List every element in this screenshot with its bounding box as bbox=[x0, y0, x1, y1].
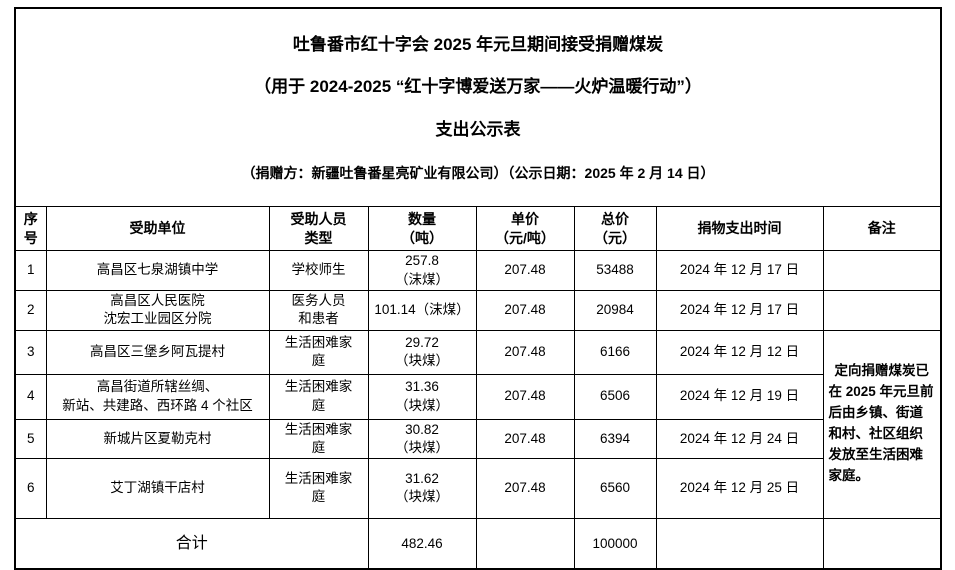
cell-no: 3 bbox=[14, 329, 47, 375]
col-header-note: 备注 bbox=[822, 206, 942, 252]
cell-unit: 高昌区七泉湖镇中学 bbox=[45, 250, 270, 292]
expense-disclosure-table: 吐鲁番市红十字会 2025 年元旦期间接受捐赠煤炭 （用于 2024-2025 … bbox=[14, 7, 943, 570]
cell-price: 207.48 bbox=[475, 418, 575, 459]
cell-date: 2024 年 12 月 24 日 bbox=[655, 418, 824, 459]
cell-price: 207.48 bbox=[475, 250, 575, 292]
col-header-price: 单价 （元/吨） bbox=[475, 206, 575, 252]
cell-type: 生活困难家 庭 bbox=[268, 418, 369, 459]
table-row: 5 新城片区夏勒克村 生活困难家 庭 30.82 （块煤） 207.48 639… bbox=[14, 418, 941, 459]
cell-unit: 新城片区夏勒克村 bbox=[45, 418, 270, 459]
cell-qty: 257.8 （沫煤） bbox=[367, 250, 477, 292]
cell-price: 207.48 bbox=[475, 290, 575, 331]
cell-date: 2024 年 12 月 17 日 bbox=[655, 250, 824, 292]
cell-price: 207.48 bbox=[475, 329, 575, 375]
summary-date bbox=[655, 517, 824, 570]
cell-unit: 艾丁湖镇干店村 bbox=[45, 457, 270, 519]
cell-price: 207.48 bbox=[475, 457, 575, 519]
cell-type: 医务人员 和患者 bbox=[268, 290, 369, 331]
cell-qty: 101.14（沫煤） bbox=[367, 290, 477, 331]
cell-date: 2024 年 12 月 17 日 bbox=[655, 290, 824, 331]
cell-note bbox=[822, 250, 942, 292]
cell-date: 2024 年 12 月 25 日 bbox=[655, 457, 824, 519]
table-row: 3 高昌区三堡乡阿瓦提村 生活困难家 庭 29.72 （块煤） 207.48 6… bbox=[14, 329, 942, 519]
col-header-total: 总价 （元） bbox=[573, 206, 657, 252]
disclosure-sheet: 吐鲁番市红十字会 2025 年元旦期间接受捐赠煤炭 （用于 2024-2025 … bbox=[14, 7, 943, 570]
cell-total: 6394 bbox=[573, 418, 657, 459]
doc-title-line2: （用于 2024-2025 “红十字博爱送万家——火炉温暖行动”） bbox=[254, 77, 702, 97]
table-row: 6 艾丁湖镇干店村 生活困难家 庭 31.62 （块煤） 207.48 6560… bbox=[14, 457, 941, 519]
summary-price bbox=[475, 517, 575, 570]
col-header-no: 序 号 bbox=[14, 206, 47, 252]
cell-qty: 29.72 （块煤） bbox=[367, 329, 477, 375]
cell-unit: 高昌区人民医院 沈宏工业园区分院 bbox=[45, 290, 270, 331]
table-row: 2 高昌区人民医院 沈宏工业园区分院 医务人员 和患者 101.14（沫煤） 2… bbox=[14, 290, 942, 331]
cell-unit: 高昌区三堡乡阿瓦提村 bbox=[45, 329, 270, 375]
cell-qty: 31.36 （块煤） bbox=[367, 373, 477, 420]
doc-title-line3: 支出公示表 bbox=[435, 119, 521, 139]
cell-total: 6506 bbox=[573, 373, 657, 420]
doc-title-line1: 吐鲁番市红十字会 2025 年元旦期间接受捐赠煤炭 bbox=[292, 35, 664, 55]
cell-note bbox=[822, 290, 942, 331]
cell-total: 6560 bbox=[573, 457, 657, 519]
cell-total: 53488 bbox=[573, 250, 657, 292]
cell-qty: 30.82 （块煤） bbox=[367, 418, 477, 459]
cell-type: 生活困难家 庭 bbox=[268, 329, 369, 375]
table-row: 4 高昌街道所辖丝绸、 新站、共建路、西环路 4 个社区 生活困难家 庭 31.… bbox=[14, 373, 941, 420]
cell-type: 生活困难家 庭 bbox=[268, 457, 369, 519]
cell-price: 207.48 bbox=[475, 373, 575, 420]
summary-label: 合计 bbox=[14, 517, 369, 570]
col-header-type: 受助人员 类型 bbox=[268, 206, 369, 252]
title-block: 吐鲁番市红十字会 2025 年元旦期间接受捐赠煤炭 （用于 2024-2025 … bbox=[14, 7, 942, 208]
cell-no: 4 bbox=[14, 373, 47, 420]
cell-no: 6 bbox=[14, 457, 47, 519]
col-header-date: 捐物支出时间 bbox=[655, 206, 824, 252]
summary-qty: 482.46 bbox=[367, 517, 477, 570]
cell-qty: 31.62 （块煤） bbox=[367, 457, 477, 519]
cell-type: 生活困难家 庭 bbox=[268, 373, 369, 420]
merged-remark-cell: 定向捐赠煤炭已在 2025 年元旦前后由乡镇、街道和村、社区组织发放至生活困难家… bbox=[822, 329, 942, 519]
cell-total: 6166 bbox=[573, 329, 657, 375]
cell-type: 学校师生 bbox=[268, 250, 369, 292]
summary-total: 100000 bbox=[573, 517, 657, 570]
summary-row: 合计 482.46 100000 bbox=[14, 517, 942, 570]
col-header-unit: 受助单位 bbox=[45, 206, 270, 252]
col-header-qty: 数量 （吨） bbox=[367, 206, 477, 252]
cell-date: 2024 年 12 月 19 日 bbox=[655, 373, 824, 420]
cell-total: 20984 bbox=[573, 290, 657, 331]
cell-no: 1 bbox=[14, 250, 47, 292]
cell-date: 2024 年 12 月 12 日 bbox=[655, 329, 824, 375]
table-row: 1 高昌区七泉湖镇中学 学校师生 257.8 （沫煤） 207.48 53488… bbox=[14, 250, 942, 292]
summary-note bbox=[822, 517, 942, 570]
cell-unit: 高昌街道所辖丝绸、 新站、共建路、西环路 4 个社区 bbox=[45, 373, 270, 420]
doc-title-line4: （捐赠方：新疆吐鲁番星亮矿业有限公司）（公示日期：2025 年 2 月 14 日… bbox=[241, 164, 715, 181]
cell-no: 2 bbox=[14, 290, 47, 331]
cell-no: 5 bbox=[14, 418, 47, 459]
